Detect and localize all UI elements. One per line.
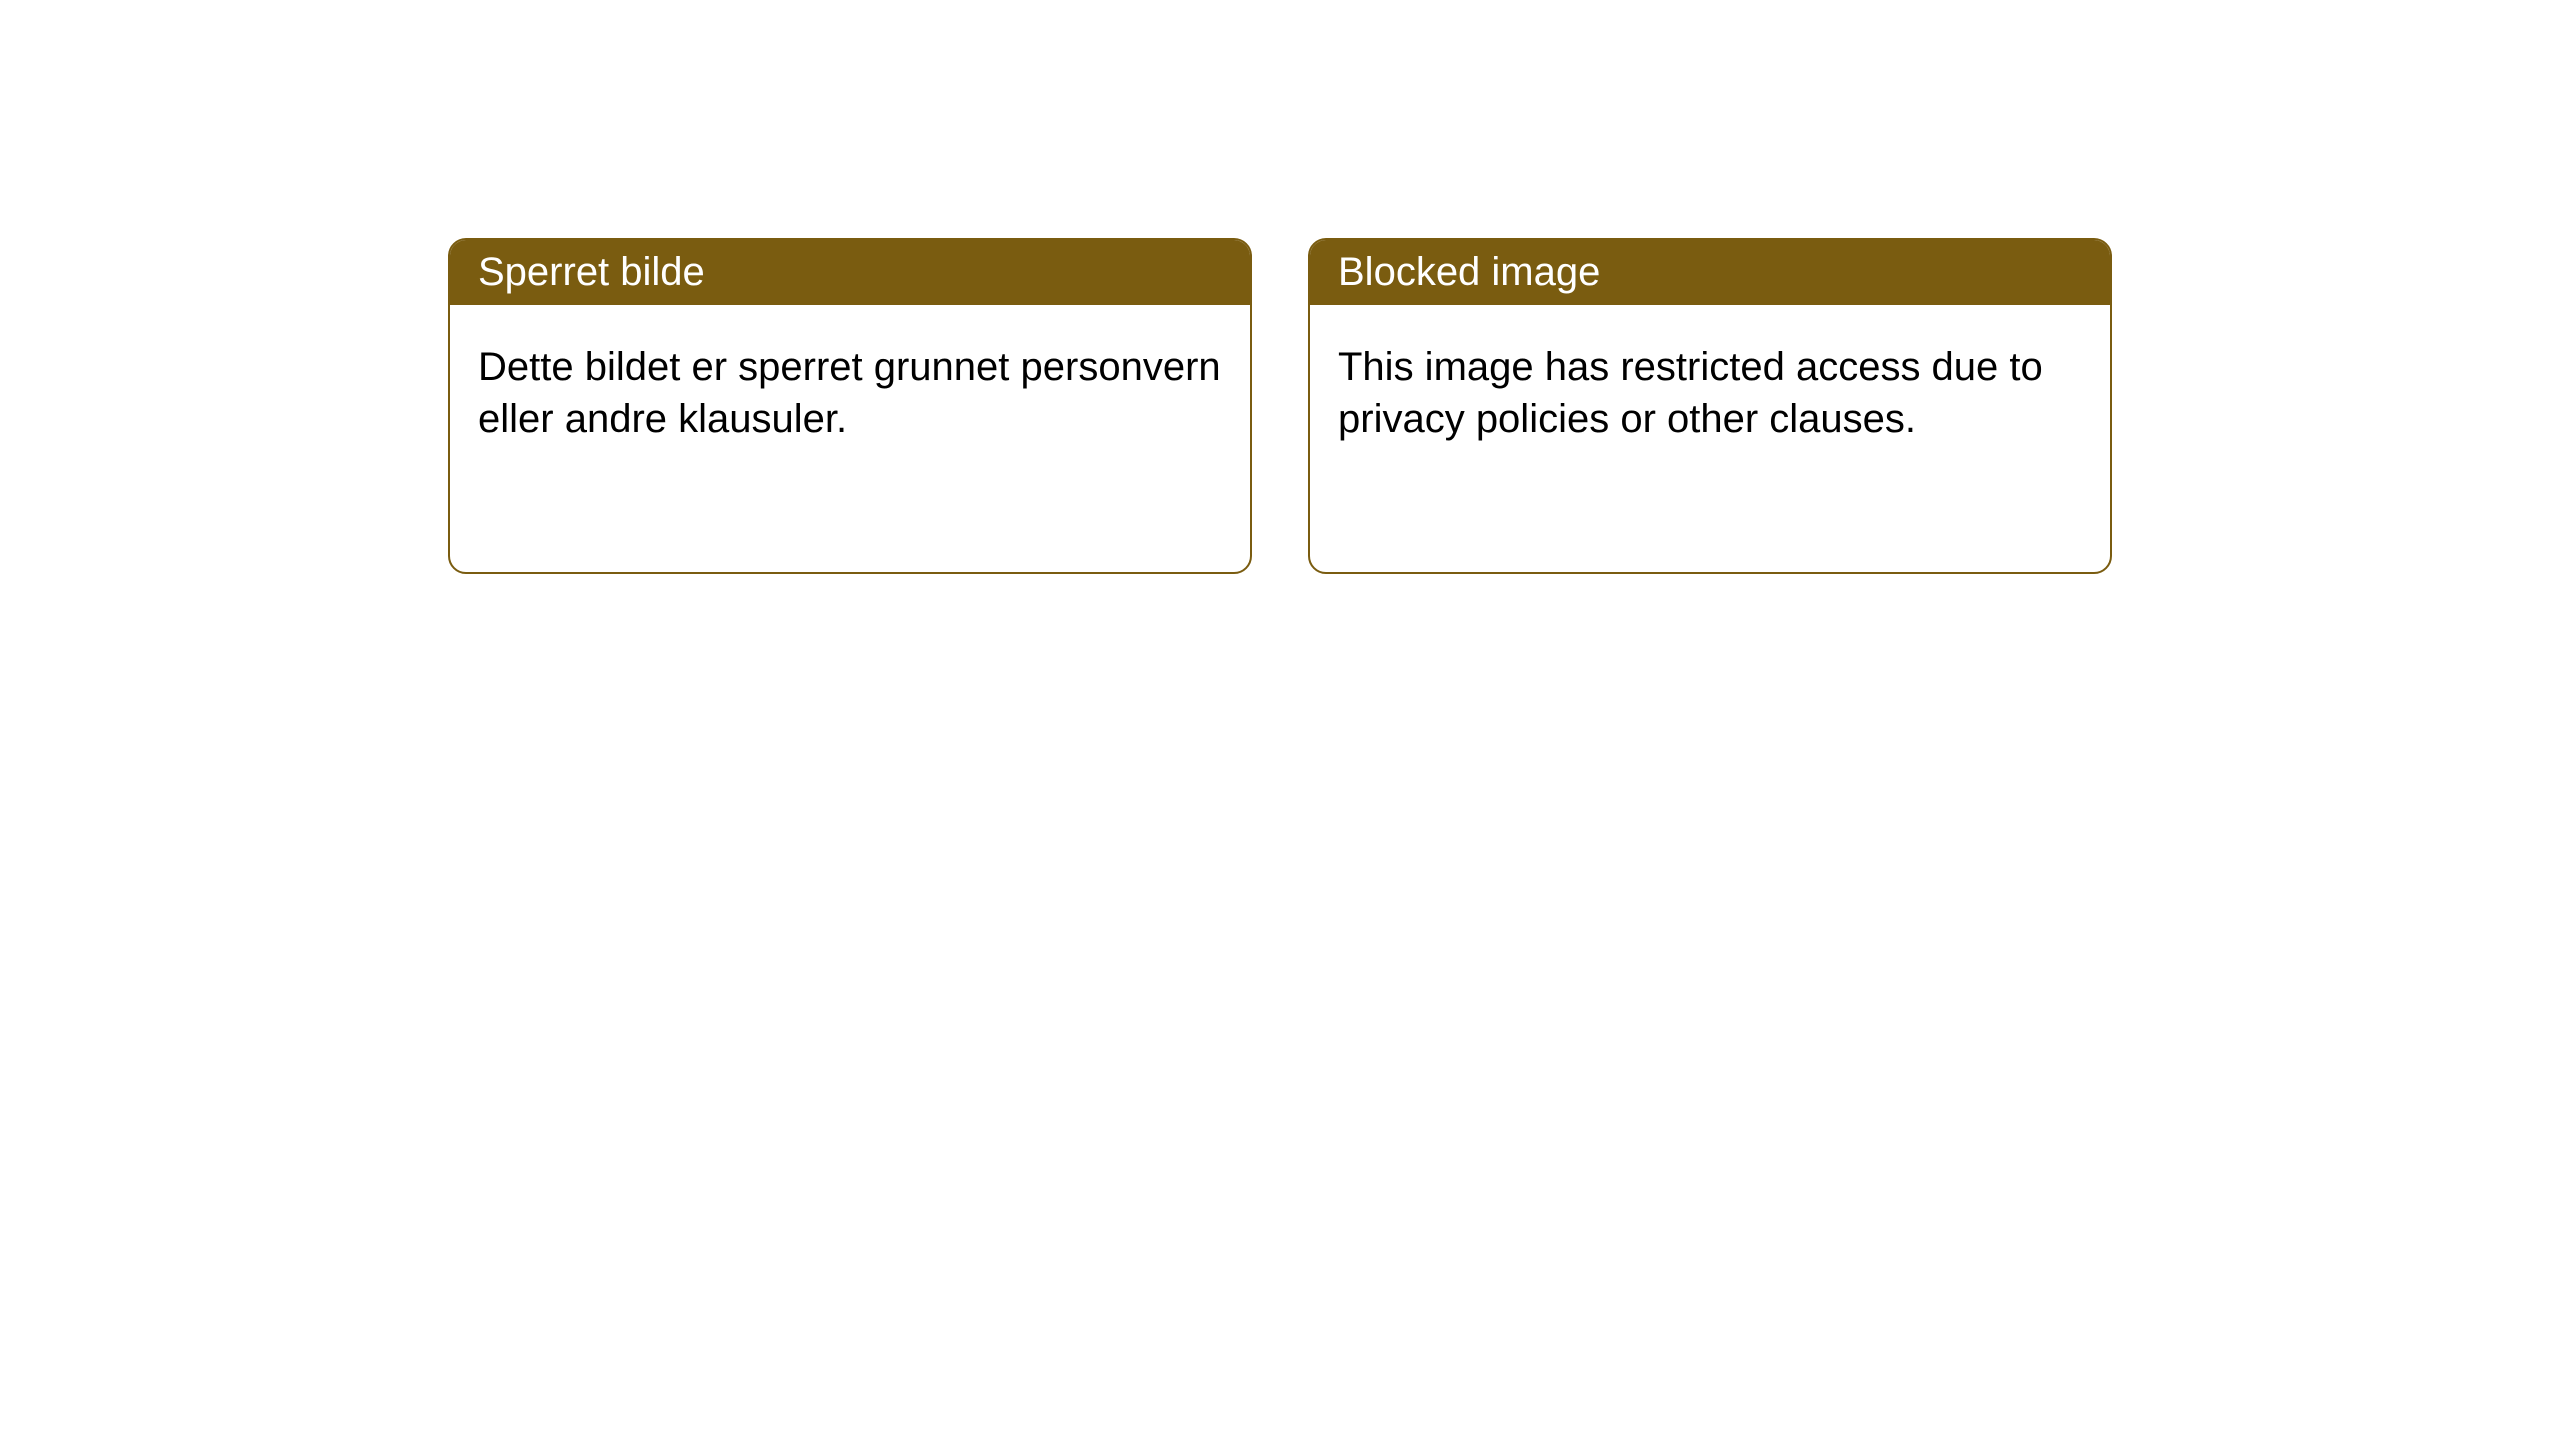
card-body-no: Dette bildet er sperret grunnet personve… bbox=[450, 305, 1250, 481]
blocked-image-card-no: Sperret bilde Dette bildet er sperret gr… bbox=[448, 238, 1252, 574]
card-text-no: Dette bildet er sperret grunnet personve… bbox=[478, 345, 1221, 441]
card-header-no: Sperret bilde bbox=[450, 240, 1250, 305]
blocked-image-card-en: Blocked image This image has restricted … bbox=[1308, 238, 2112, 574]
card-text-en: This image has restricted access due to … bbox=[1338, 345, 2043, 441]
card-title-no: Sperret bilde bbox=[478, 250, 705, 294]
card-header-en: Blocked image bbox=[1310, 240, 2110, 305]
notice-container: Sperret bilde Dette bildet er sperret gr… bbox=[0, 0, 2560, 574]
card-body-en: This image has restricted access due to … bbox=[1310, 305, 2110, 481]
card-title-en: Blocked image bbox=[1338, 250, 1600, 294]
